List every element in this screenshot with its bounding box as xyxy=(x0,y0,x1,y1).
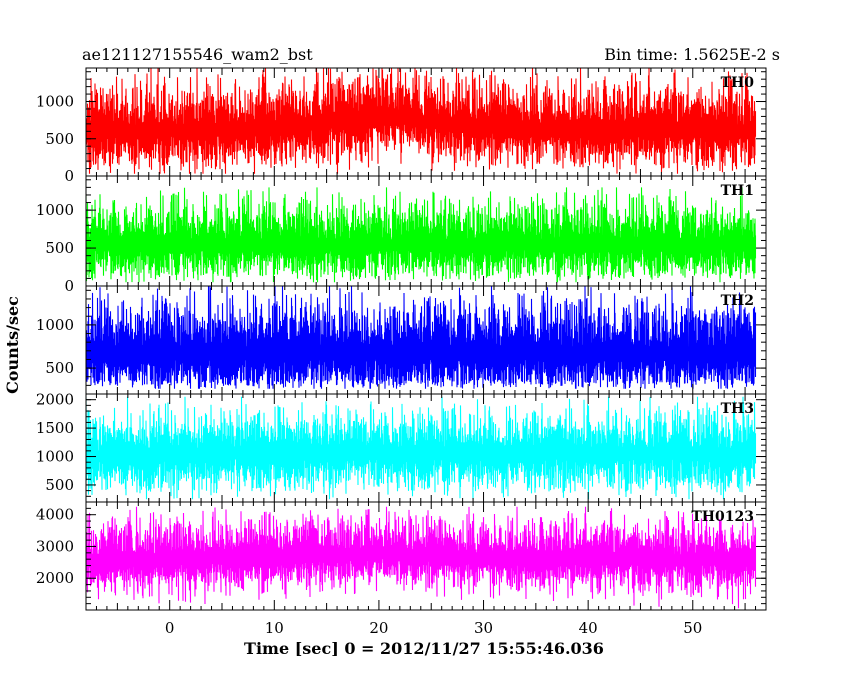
x-tick-label: 20 xyxy=(369,619,388,637)
panel-th3: 500 1000 1500 2000 TH3 xyxy=(36,391,767,503)
y-tick-label: 1000 xyxy=(36,201,74,219)
y-tick-label: 1000 xyxy=(36,316,74,334)
y-axis-label: Counts/sec xyxy=(3,296,22,394)
y-tick-label: 500 xyxy=(45,359,74,377)
x-tick-label: 10 xyxy=(265,619,284,637)
panel-th1: 0 500 1000 TH1 xyxy=(36,175,767,295)
bin-time-label: Bin time: 1.5625E-2 s xyxy=(604,45,780,64)
y-tick-label: 0 xyxy=(64,167,74,185)
panel-label-th1: TH1 xyxy=(721,183,754,199)
x-tick-label: 40 xyxy=(579,619,598,637)
y-tick-label: 500 xyxy=(45,476,74,494)
y-tick-label: 500 xyxy=(45,239,74,257)
y-tick-label: 1500 xyxy=(36,419,74,437)
panels-group: 0 500 1000 TH0 0 500 1000 TH1 500 1000 TH2 500 1000 1… xyxy=(36,67,767,611)
x-axis: 0 10 20 30 40 50 xyxy=(165,619,702,637)
series-th1 xyxy=(86,187,757,283)
y-tick-label: 3000 xyxy=(36,537,74,555)
panel-label-th2: TH2 xyxy=(721,293,754,309)
x-tick-label: 50 xyxy=(683,619,702,637)
panel-th0123: 2000 3000 4000 TH0123 xyxy=(36,501,767,611)
panel-th0: 0 500 1000 TH0 xyxy=(36,67,767,185)
x-tick-label: 30 xyxy=(474,619,493,637)
series-th2 xyxy=(86,286,757,389)
series-th0123 xyxy=(86,506,757,609)
series-th0 xyxy=(86,68,757,174)
panel-frame xyxy=(85,501,767,611)
y-tick-label: 2000 xyxy=(36,569,74,587)
panel-label-th0123: TH0123 xyxy=(691,509,754,525)
x-tick-label: 0 xyxy=(165,619,175,637)
y-tick-label: 500 xyxy=(45,130,74,148)
y-tick-label: 2000 xyxy=(36,391,74,409)
y-tick-label: 1000 xyxy=(36,93,74,111)
x-axis-label: Time [sec] 0 = 2012/11/27 15:55:46.036 xyxy=(244,639,604,658)
panel-th2: 500 1000 TH2 xyxy=(36,285,767,395)
y-tick-label: 1000 xyxy=(36,448,74,466)
chart-title: ae121127155546_wam2_bst xyxy=(82,45,313,64)
y-tick-label: 0 xyxy=(64,277,74,295)
series-th3 xyxy=(86,396,757,500)
panel-label-th0: TH0 xyxy=(721,75,755,91)
panel-label-th3: TH3 xyxy=(721,401,754,417)
y-tick-label: 4000 xyxy=(36,506,74,524)
